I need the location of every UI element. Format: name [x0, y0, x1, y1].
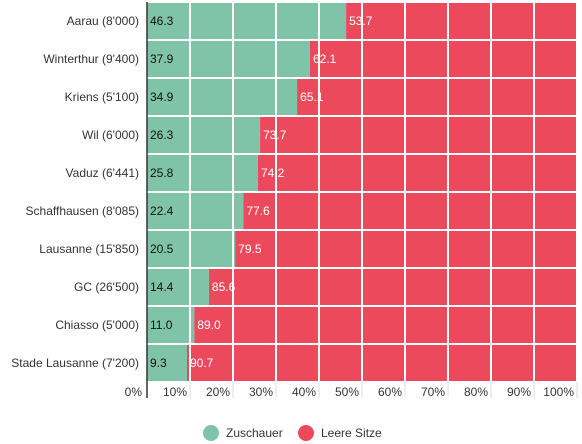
bar-leere-sitze [235, 231, 577, 267]
category-label: Wil (6'000) [82, 128, 139, 142]
category-label: Winterthur (9'400) [43, 52, 139, 66]
data-label: 20.5 [150, 242, 174, 256]
x-tick-label: 80% [464, 385, 488, 399]
data-label: 62.1 [313, 52, 337, 66]
bar-zuschauer [147, 345, 187, 381]
bar-leere-sitze [260, 117, 577, 153]
category-label: Kriens (5'100) [65, 90, 139, 104]
bar-leere-sitze [297, 79, 577, 115]
bar-leere-sitze [257, 155, 577, 191]
x-tick-label: 70% [421, 385, 445, 399]
bar-zuschauer [147, 79, 298, 115]
data-label: 46.3 [150, 14, 174, 28]
bar-zuschauer [147, 269, 209, 305]
category-label: Chiasso (5'000) [55, 318, 139, 332]
data-label: 74.2 [261, 166, 285, 180]
legend-label: Leere Sitze [321, 426, 382, 440]
legend-label: Zuschauer [226, 426, 283, 440]
bar-zuschauer [147, 193, 244, 229]
data-label: 85.6 [212, 280, 236, 294]
bar-leere-sitze [208, 269, 578, 305]
data-label: 73.7 [263, 128, 287, 142]
x-tick-label: 50% [335, 385, 359, 399]
x-tick-label: 0% [125, 385, 143, 399]
x-tick-label: 30% [249, 385, 273, 399]
bar-zuschauer [147, 155, 258, 191]
category-label: GC (26'500) [74, 280, 139, 294]
data-label: 89.0 [197, 318, 221, 332]
x-tick-label: 60% [378, 385, 402, 399]
data-label: 34.9 [150, 90, 174, 104]
bar-leere-sitze [194, 307, 578, 343]
category-label: Aarau (8'000) [67, 14, 139, 28]
x-tick-label: 90% [507, 385, 531, 399]
data-label: 22.4 [150, 204, 174, 218]
category-label: Lausanne (15'850) [39, 242, 139, 256]
bar-leere-sitze [243, 193, 577, 229]
bar-zuschauer [147, 41, 310, 77]
data-label: 26.3 [150, 128, 174, 142]
data-label: 79.5 [238, 242, 262, 256]
bar-zuschauer [147, 307, 195, 343]
data-label: 77.6 [246, 204, 270, 218]
x-tick-label: 10% [163, 385, 187, 399]
bar-zuschauer [147, 117, 261, 153]
x-tick-label: 40% [292, 385, 316, 399]
x-tick-label: 100% [543, 385, 574, 399]
bar-zuschauer [147, 3, 347, 39]
x-tick-label: 20% [206, 385, 230, 399]
data-label: 90.7 [190, 356, 214, 370]
data-label: 37.9 [150, 52, 174, 66]
legend-swatch [298, 425, 314, 441]
category-label: Schaffhausen (8'085) [26, 204, 139, 218]
data-label: 25.8 [150, 166, 174, 180]
data-label: 11.0 [150, 318, 173, 332]
legend-swatch [203, 425, 219, 441]
bar-zuschauer [147, 231, 236, 267]
data-label: 53.7 [349, 14, 373, 28]
category-label: Vaduz (6'441) [66, 166, 139, 180]
bar-leere-sitze [186, 345, 578, 381]
data-label: 9.3 [150, 356, 167, 370]
data-label: 65.1 [300, 90, 324, 104]
bar-leere-sitze [309, 41, 577, 77]
data-label: 14.4 [150, 280, 174, 294]
category-label: Stade Lausanne (7'200) [11, 356, 139, 370]
bar-leere-sitze [346, 3, 577, 39]
